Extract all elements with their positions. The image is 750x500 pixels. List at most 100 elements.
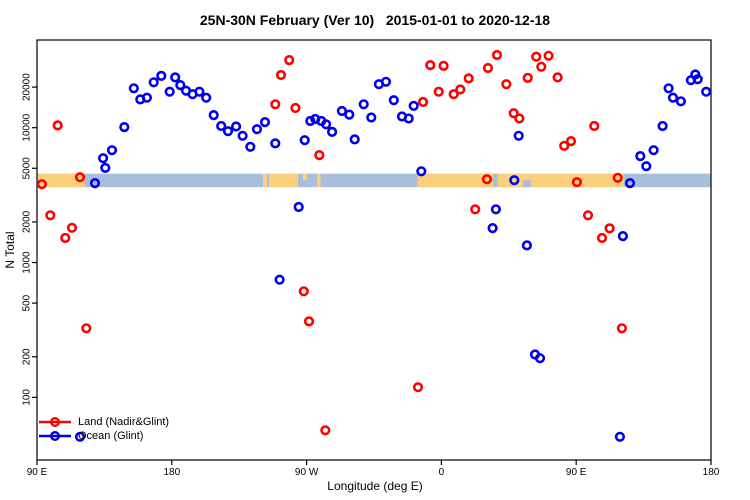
data-point-ocean: [366, 112, 377, 123]
data-point-ocean: [692, 74, 703, 85]
y-axis-tick-label: 500: [22, 294, 33, 311]
land-segment: [303, 173, 308, 181]
data-point-land: [433, 86, 444, 97]
land-segment: [417, 173, 494, 188]
data-point-ocean: [208, 109, 219, 121]
data-point-ocean: [305, 115, 316, 127]
land-segment: [37, 173, 85, 188]
data-point-land: [559, 140, 570, 151]
data-point-land: [589, 120, 600, 132]
data-point-ocean: [403, 113, 414, 124]
data-point-ocean: [97, 153, 109, 164]
data-point-ocean: [521, 240, 533, 251]
data-point-land: [60, 232, 71, 244]
y-axis-tick-label: 20000: [22, 73, 33, 101]
data-point-ocean: [141, 92, 152, 103]
data-point-land: [612, 172, 623, 183]
data-point-ocean: [617, 231, 629, 242]
legend-label-ocean: Ocean (Glint): [78, 430, 144, 442]
data-point-ocean: [388, 95, 399, 106]
x-axis: 90 E 180 90 W 0 90 E 180: [27, 460, 720, 478]
series-ocean: [74, 69, 712, 442]
data-point-ocean: [128, 83, 139, 94]
data-point-ocean: [667, 92, 679, 103]
data-point-ocean: [657, 120, 668, 132]
data-point-land: [270, 99, 281, 110]
data-point-ocean: [624, 178, 636, 189]
legend-entry-land: Land (Nadir&Glint): [38, 415, 169, 429]
data-point-land: [596, 232, 608, 244]
x-axis-tick-label: 90 W: [295, 467, 319, 478]
data-point-ocean: [487, 223, 498, 234]
y-axis-tick-label: 2000: [22, 210, 33, 233]
data-point-land: [514, 113, 525, 124]
data-point-land: [501, 79, 512, 90]
data-point-land: [74, 172, 86, 183]
data-point-ocean: [299, 135, 310, 146]
data-point-ocean: [251, 124, 263, 135]
data-point-ocean: [321, 119, 332, 130]
legend-marker-ocean: [39, 431, 71, 441]
data-point-land: [45, 210, 56, 221]
data-point-land: [303, 316, 315, 327]
data-point-ocean: [245, 141, 256, 152]
data-point-ocean: [349, 134, 360, 145]
chart-title: 25N-30N February (Ver 10) 2015-01-01 to …: [199, 12, 551, 28]
data-point-land: [604, 223, 615, 234]
data-point-ocean: [614, 431, 626, 442]
data-point-land: [290, 102, 301, 114]
data-point-ocean: [701, 86, 712, 97]
x-axis-tick-label: 90 E: [27, 467, 48, 478]
data-point-ocean: [231, 121, 242, 132]
series-land: [36, 49, 628, 436]
data-point-land: [565, 136, 577, 147]
data-point-land: [543, 50, 554, 61]
data-point-ocean: [344, 109, 355, 120]
legend: Land (Nadir&Glint) Ocean (Glint): [38, 415, 169, 443]
data-point-land: [275, 69, 287, 81]
data-point-ocean: [222, 126, 234, 137]
data-point-ocean: [100, 162, 111, 173]
data-point-land: [284, 54, 295, 66]
data-point-land: [448, 89, 459, 100]
data-point-ocean: [490, 204, 502, 215]
data-point-land: [66, 222, 78, 233]
land-segment: [317, 173, 321, 188]
data-point-ocean: [380, 76, 392, 87]
data-point-land: [536, 61, 547, 72]
y-axis: 100 200 500 1000 2000 5000 10000 20000: [22, 73, 37, 406]
data-point-land: [552, 72, 563, 83]
data-point-ocean: [237, 130, 248, 141]
data-point-ocean: [259, 116, 271, 128]
data-point-ocean: [170, 72, 181, 83]
data-point-land: [417, 96, 429, 108]
data-point-land: [412, 382, 424, 393]
data-point-ocean: [509, 175, 520, 186]
data-point-ocean: [408, 100, 419, 111]
data-point-ocean: [89, 178, 101, 189]
data-point-ocean: [156, 70, 167, 81]
data-point-land: [298, 286, 309, 297]
data-point-ocean: [635, 151, 646, 162]
data-point-land: [52, 120, 63, 131]
data-point-ocean: [675, 96, 687, 107]
data-point-ocean: [164, 86, 175, 97]
x-axis-title: Longitude (deg E): [327, 479, 423, 493]
data-point-land: [616, 323, 628, 334]
y-axis-tick-label: 200: [22, 348, 33, 365]
data-point-ocean: [513, 130, 524, 141]
x-axis-tick-label: 90 E: [566, 467, 587, 478]
data-point-ocean: [274, 274, 285, 285]
data-point-land: [582, 210, 594, 221]
world-map-band: [37, 173, 711, 188]
data-point-land: [463, 73, 474, 84]
data-point-ocean: [358, 99, 369, 110]
data-point-land: [531, 51, 542, 62]
data-point-ocean: [416, 166, 427, 177]
data-point-ocean: [74, 431, 86, 442]
x-axis-tick-label: 180: [163, 467, 180, 478]
data-point-land: [81, 323, 92, 334]
data-point-land: [522, 72, 533, 83]
